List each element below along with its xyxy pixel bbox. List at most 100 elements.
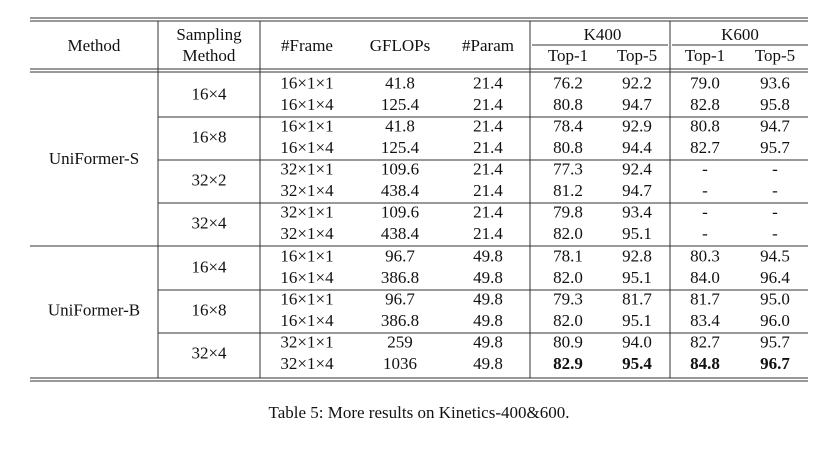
- cell: -: [702, 224, 708, 243]
- cell: 77.3: [553, 160, 583, 179]
- cell: 95.7: [760, 138, 790, 157]
- column-header: #Frame: [281, 36, 333, 55]
- cell: 84.0: [690, 268, 720, 287]
- cell: 96.0: [760, 311, 790, 330]
- cell: 92.9: [622, 117, 652, 136]
- model-label: UniFormer-B: [48, 300, 140, 319]
- cell: 21.4: [473, 181, 503, 200]
- cell: 80.8: [553, 138, 583, 157]
- cell: 125.4: [381, 138, 420, 157]
- cell: -: [772, 181, 778, 200]
- cell: 21.4: [473, 224, 503, 243]
- column-header: Top-1: [548, 46, 588, 65]
- cell: 21.4: [473, 160, 503, 179]
- cell: -: [702, 181, 708, 200]
- cell: 96.7: [385, 247, 415, 266]
- cell: 92.8: [622, 247, 652, 266]
- cell: 41.8: [385, 117, 415, 136]
- column-header: #Param: [462, 36, 514, 55]
- cell: 80.9: [553, 333, 583, 352]
- cell: 79.0: [690, 74, 720, 93]
- cell: 49.8: [473, 247, 503, 266]
- cell: 94.7: [760, 117, 790, 136]
- cell: 93.4: [622, 203, 652, 222]
- cell: 92.4: [622, 160, 652, 179]
- sampling-label: 16×4: [191, 84, 227, 103]
- cell: 21.4: [473, 95, 503, 114]
- cell: 81.7: [622, 290, 652, 309]
- cell: 82.8: [690, 95, 720, 114]
- cell: 84.8: [690, 354, 720, 373]
- cell: -: [702, 160, 708, 179]
- cell: 32×1×4: [280, 181, 334, 200]
- sampling-label: 32×2: [191, 170, 226, 189]
- cell: 81.2: [553, 181, 583, 200]
- cell: 94.0: [622, 333, 652, 352]
- cell: 83.4: [690, 311, 720, 330]
- cell: 125.4: [381, 95, 420, 114]
- cell: -: [772, 160, 778, 179]
- caption: Table 5: More results on Kinetics-400&60…: [269, 403, 570, 422]
- cell: 259: [387, 333, 413, 352]
- cell: 78.1: [553, 247, 583, 266]
- cell: 16×1×1: [280, 247, 333, 266]
- cell: 79.8: [553, 203, 583, 222]
- cell: -: [772, 224, 778, 243]
- cell: 16×1×1: [280, 290, 333, 309]
- cell: 95.7: [760, 333, 790, 352]
- cell: 81.7: [690, 290, 720, 309]
- model-label: UniFormer-S: [49, 149, 139, 168]
- cell: 95.4: [622, 354, 652, 373]
- cell: 386.8: [381, 268, 419, 287]
- cell: -: [702, 203, 708, 222]
- cell: 96.7: [385, 290, 415, 309]
- cell: 49.8: [473, 333, 503, 352]
- cell: -: [772, 203, 778, 222]
- cell: 109.6: [381, 160, 419, 179]
- cell: 94.7: [622, 181, 652, 200]
- cell: 79.3: [553, 290, 583, 309]
- cell: 21.4: [473, 203, 503, 222]
- cell: 16×1×1: [280, 117, 333, 136]
- group-header: K600: [721, 25, 759, 44]
- cell: 32×1×4: [280, 224, 334, 243]
- cell: 21.4: [473, 117, 503, 136]
- cell: 49.8: [473, 311, 503, 330]
- cell: 76.2: [553, 74, 583, 93]
- cell: 16×1×4: [280, 311, 334, 330]
- cell: 96.7: [760, 354, 790, 373]
- cell: 92.2: [622, 74, 652, 93]
- cell: 386.8: [381, 311, 419, 330]
- cell: 82.7: [690, 333, 720, 352]
- cell: 16×1×4: [280, 138, 334, 157]
- cell: 96.4: [760, 268, 790, 287]
- cell: 80.8: [553, 95, 583, 114]
- column-header: GFLOPs: [370, 36, 430, 55]
- cell: 80.3: [690, 247, 720, 266]
- cell: 49.8: [473, 290, 503, 309]
- sampling-label: 32×4: [191, 213, 227, 232]
- cell: 94.5: [760, 247, 790, 266]
- column-header: Sampling: [176, 25, 242, 44]
- cell: 95.8: [760, 95, 790, 114]
- cell: 82.9: [553, 354, 583, 373]
- cell: 82.7: [690, 138, 720, 157]
- cell: 49.8: [473, 268, 503, 287]
- cell: 21.4: [473, 74, 503, 93]
- cell: 438.4: [381, 224, 420, 243]
- cell: 95.1: [622, 311, 652, 330]
- cell: 82.0: [553, 268, 583, 287]
- group-header: K400: [584, 25, 622, 44]
- cell: 438.4: [381, 181, 420, 200]
- cell: 78.4: [553, 117, 583, 136]
- cell: 32×1×1: [280, 333, 333, 352]
- sampling-label: 16×8: [191, 127, 226, 146]
- cell: 94.4: [622, 138, 652, 157]
- cell: 49.8: [473, 354, 503, 373]
- cell: 16×1×4: [280, 268, 334, 287]
- cell: 94.7: [622, 95, 652, 114]
- column-header: Method: [68, 36, 121, 55]
- cell: 21.4: [473, 138, 503, 157]
- column-header: Top-1: [685, 46, 725, 65]
